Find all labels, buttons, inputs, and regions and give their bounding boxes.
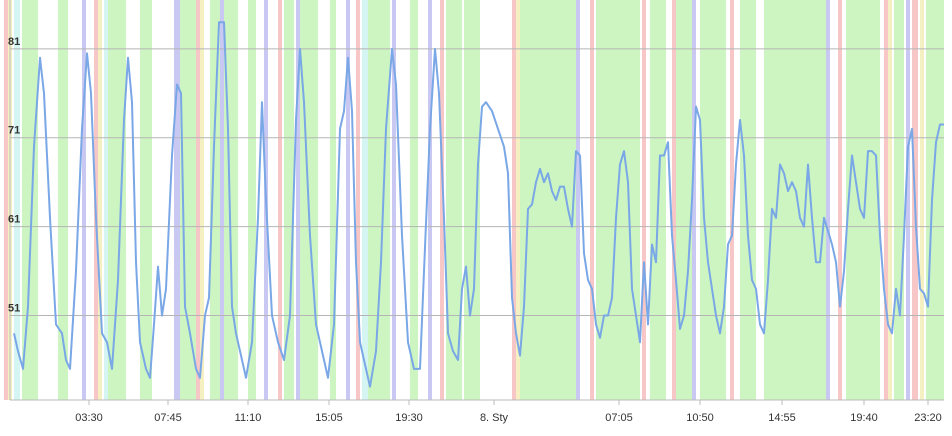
band <box>700 0 726 400</box>
band <box>98 0 102 400</box>
band <box>590 0 594 400</box>
band <box>888 0 892 400</box>
x-tick-label: 15:05 <box>315 412 343 424</box>
x-tick-label: 03:30 <box>75 412 103 424</box>
band <box>676 0 692 400</box>
band <box>740 0 756 400</box>
band <box>846 0 880 400</box>
band <box>516 0 520 400</box>
x-tick-label: 14:55 <box>768 412 796 424</box>
band <box>410 0 418 400</box>
band <box>926 0 944 400</box>
grid <box>9 0 944 405</box>
bands <box>4 0 944 400</box>
band <box>356 0 360 400</box>
band <box>884 0 888 400</box>
y-tick-label: 71 <box>8 125 20 137</box>
band <box>200 0 204 400</box>
labels: 51 61 71 81 03:30 07:45 11:10 15:05 19:30 8. Sty 0… <box>8 36 942 424</box>
x-tick-label: 11:10 <box>235 412 262 424</box>
x-tick-label: 10:50 <box>686 412 714 424</box>
band <box>428 0 432 400</box>
band <box>368 0 390 400</box>
band <box>330 0 336 400</box>
x-tick-label: 19:30 <box>395 412 423 424</box>
band <box>512 0 516 400</box>
y-tick-label: 81 <box>8 36 20 48</box>
line <box>13 21 944 388</box>
band <box>346 0 350 400</box>
band <box>440 0 444 400</box>
band <box>764 0 826 400</box>
band <box>104 0 108 400</box>
band <box>838 0 842 400</box>
x-tick-label: 23:20 <box>914 412 942 424</box>
band <box>22 0 38 400</box>
x-tick-label: 19:40 <box>850 412 878 424</box>
band <box>906 0 910 400</box>
band <box>520 0 576 400</box>
y-tick-label: 61 <box>8 214 20 226</box>
band <box>4 0 8 400</box>
band <box>82 0 86 400</box>
band <box>140 0 152 400</box>
band <box>108 0 126 400</box>
band <box>576 0 580 400</box>
band <box>210 0 220 400</box>
band <box>392 0 396 400</box>
band <box>642 0 646 400</box>
band <box>920 0 924 400</box>
band <box>174 0 180 400</box>
band <box>296 0 300 400</box>
y-tick-label: 51 <box>8 302 20 314</box>
band <box>446 0 462 400</box>
band <box>362 0 368 400</box>
band <box>14 0 20 400</box>
x-tick-label: 07:45 <box>154 412 182 424</box>
band <box>278 0 282 400</box>
band <box>284 0 294 400</box>
band <box>730 0 734 400</box>
band <box>692 0 696 400</box>
band <box>58 0 68 400</box>
band <box>248 0 256 400</box>
band <box>826 0 830 400</box>
band <box>894 0 904 400</box>
band <box>220 0 224 400</box>
x-tick-label: 07:05 <box>605 412 633 424</box>
band <box>672 0 676 400</box>
plot <box>13 21 944 388</box>
x-tick-label: 8. Sty <box>480 412 509 424</box>
band <box>196 0 200 400</box>
